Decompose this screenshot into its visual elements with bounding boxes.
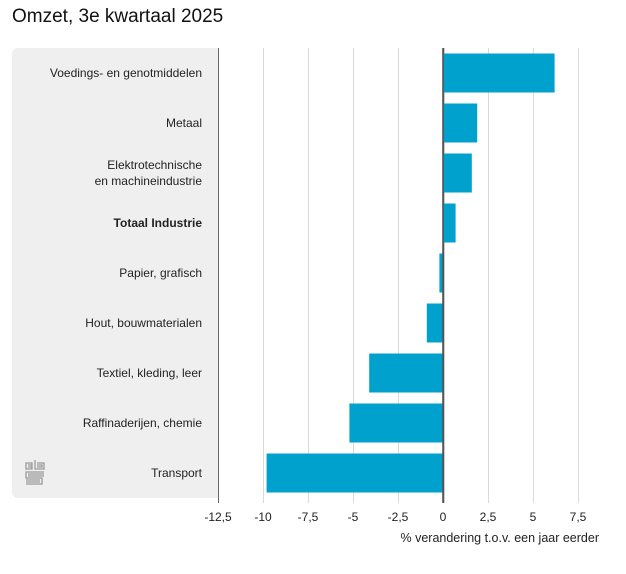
x-tick-label: 2,5 bbox=[479, 510, 497, 524]
category-label: Textiel, kleding, leer bbox=[97, 365, 202, 381]
category-label-panel bbox=[12, 48, 218, 498]
x-axis-label: % verandering t.o.v. een jaar eerder bbox=[400, 531, 600, 545]
x-tick-label: -12,5 bbox=[204, 510, 232, 524]
bar bbox=[443, 53, 555, 93]
category-label-line: en machineindustrie bbox=[94, 174, 202, 188]
category-label-line: Raffinaderijen, chemie bbox=[82, 416, 202, 430]
bar bbox=[439, 253, 443, 293]
category-label-line: Totaal Industrie bbox=[113, 216, 202, 230]
category-label: Papier, grafisch bbox=[119, 265, 202, 281]
x-tick-label: 5 bbox=[529, 510, 537, 524]
category-label-line: Textiel, kleding, leer bbox=[96, 366, 202, 380]
x-tick-label: 0 bbox=[439, 510, 447, 524]
category-label: Totaal Industrie bbox=[114, 215, 202, 231]
bar bbox=[443, 203, 456, 243]
category-label-line: Metaal bbox=[165, 116, 202, 130]
x-tick-label: -5 bbox=[347, 510, 359, 524]
bar bbox=[443, 153, 472, 193]
category-label: Raffinaderijen, chemie bbox=[83, 415, 202, 431]
x-tick-label: -10 bbox=[254, 510, 272, 524]
bar bbox=[426, 303, 443, 343]
bar bbox=[266, 453, 443, 493]
category-label: Metaal bbox=[166, 115, 202, 131]
bar bbox=[349, 403, 443, 443]
x-tick-label: -7,5 bbox=[297, 510, 319, 524]
bar bbox=[369, 353, 443, 393]
x-tick-label: 7,5 bbox=[569, 510, 587, 524]
category-label: Elektrotechnische en machineindustrie bbox=[95, 157, 202, 189]
category-label-line: Elektrotechnische bbox=[107, 158, 202, 172]
category-label: Hout, bouwmaterialen bbox=[85, 315, 202, 331]
category-label: Transport bbox=[151, 465, 202, 481]
category-label-line: Hout, bouwmaterialen bbox=[85, 316, 202, 330]
x-tick-label: -2,5 bbox=[387, 510, 409, 524]
bar bbox=[443, 103, 478, 143]
chart-title: Omzet, 3e kwartaal 2025 bbox=[12, 6, 224, 27]
category-label-line: Transport bbox=[151, 466, 202, 480]
category-label-line: Voedings- en genotmiddelen bbox=[49, 66, 202, 80]
category-label-line: Papier, grafisch bbox=[119, 266, 202, 280]
cbs-logo-icon bbox=[25, 460, 45, 485]
category-label: Voedings- en genotmiddelen bbox=[50, 65, 202, 81]
